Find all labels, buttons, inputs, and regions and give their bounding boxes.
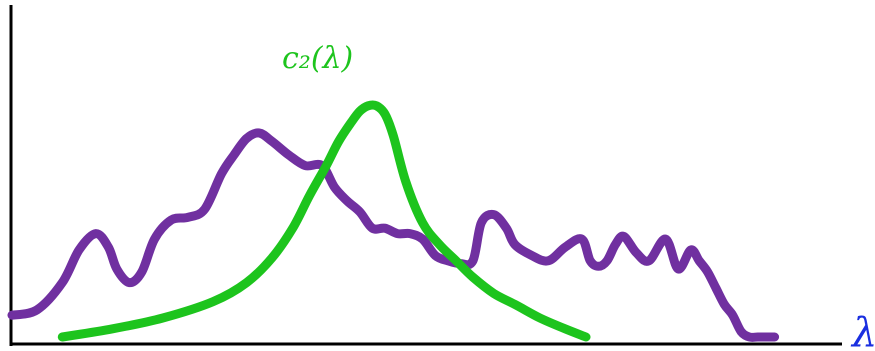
c2-curve-label: c₂(λ) xyxy=(282,41,353,76)
purple-spectrum-line xyxy=(7,128,780,342)
x-axis-label: λ xyxy=(850,310,875,351)
c2-spectrum-line xyxy=(57,100,591,342)
